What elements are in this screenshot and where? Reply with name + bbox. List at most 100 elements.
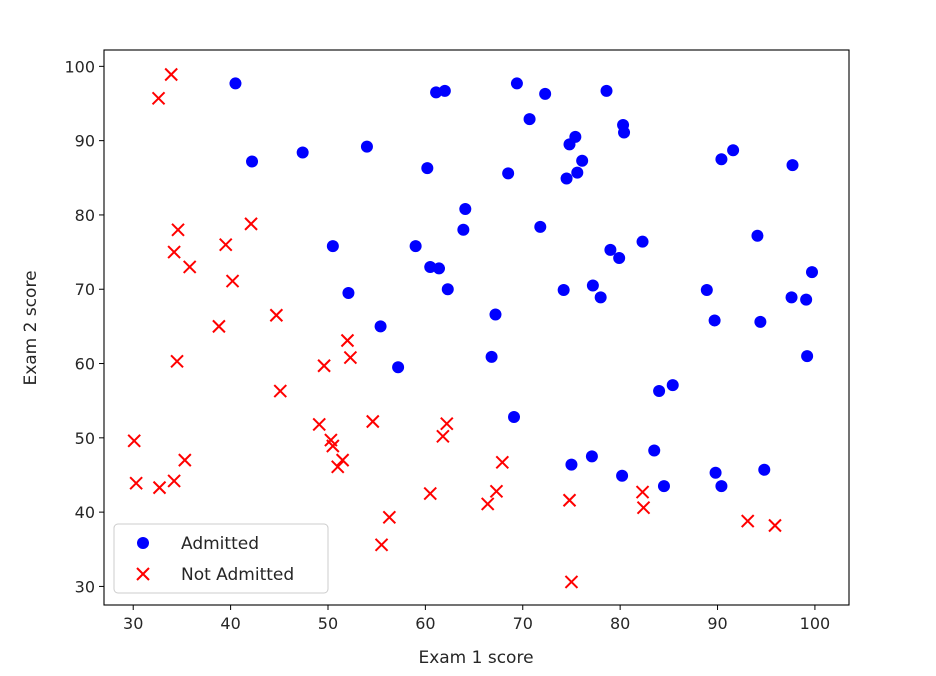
legend-marker-admitted — [137, 537, 149, 549]
admitted-point — [636, 235, 649, 248]
admitted-point — [565, 458, 578, 471]
not-admitted-point — [440, 417, 454, 431]
admitted-point — [557, 283, 570, 296]
not-admitted-point — [436, 429, 450, 444]
admitted-point — [326, 240, 339, 253]
admitted-point — [523, 113, 536, 126]
x-tick-label: 40 — [220, 614, 240, 633]
not-admitted-point — [331, 460, 345, 474]
not-admitted-point — [326, 439, 340, 453]
not-admitted-point — [382, 510, 397, 525]
x-tick-label: 60 — [415, 614, 435, 633]
not-admitted-point — [219, 237, 233, 252]
y-tick-label: 60 — [75, 355, 95, 374]
not-admitted-point — [167, 474, 181, 488]
y-tick-label: 100 — [64, 57, 95, 76]
admitted-point — [576, 154, 589, 167]
admitted-point — [594, 291, 607, 304]
x-tick-label: 90 — [707, 614, 727, 633]
x-axis-ticks: 30 40 50 60 70 80 90 100 — [123, 605, 830, 633]
y-tick-label: 50 — [75, 429, 95, 448]
admitted-point — [507, 411, 520, 424]
x-tick-label: 30 — [123, 614, 143, 633]
not-admitted-point — [151, 91, 166, 106]
not-admitted-point — [366, 414, 380, 429]
not-admitted-point — [495, 455, 510, 470]
admitted-point — [586, 279, 599, 292]
legend: Admitted Not Admitted — [113, 523, 329, 594]
not-admitted-point — [127, 434, 141, 448]
not-admitted-point — [564, 575, 579, 589]
not-admitted-point — [178, 453, 192, 467]
not-admitted-point — [225, 274, 240, 288]
admitted-point — [758, 463, 771, 476]
not-admitted-point — [489, 484, 504, 499]
admitted-point — [709, 466, 722, 479]
y-axis-ticks: 30 40 50 60 70 80 90 100 — [64, 57, 104, 596]
admitted-point — [441, 283, 454, 296]
not-admitted-point — [182, 260, 197, 274]
plot-frame — [103, 49, 850, 606]
not-admitted-point — [562, 493, 577, 507]
admitted-point — [715, 153, 728, 166]
x-axis-label: Exam 1 score — [418, 648, 533, 668]
admitted-point — [457, 223, 470, 236]
admitted-point — [805, 266, 818, 279]
not-admitted-point — [269, 308, 284, 322]
y-axis-label: Exam 2 score — [21, 270, 41, 385]
not-admitted-point — [423, 486, 437, 501]
legend-label-not-admitted: Not Admitted — [181, 565, 294, 585]
admitted-point — [600, 84, 613, 97]
legend-marker-not-admitted — [136, 567, 150, 581]
admitted-point — [510, 77, 523, 90]
not-admitted-point — [212, 319, 226, 334]
y-tick-label: 70 — [75, 280, 95, 299]
not-admitted-point — [374, 538, 389, 552]
not-admitted-point — [312, 417, 326, 432]
admitted-point — [727, 144, 740, 157]
admitted-point — [666, 379, 679, 392]
admitted-point — [438, 84, 451, 97]
y-tick-label: 40 — [75, 503, 95, 522]
admitted-point — [296, 146, 309, 159]
admitted-point — [229, 77, 242, 90]
admitted-point — [648, 444, 661, 457]
admitted-point — [800, 293, 813, 306]
admitted-point — [569, 130, 582, 143]
y-tick-label: 30 — [75, 577, 95, 596]
y-tick-label: 90 — [75, 132, 95, 151]
admitted-point — [585, 450, 598, 463]
admitted-point — [801, 350, 814, 363]
data-points — [127, 67, 818, 589]
not-admitted-point — [343, 350, 358, 365]
not-admitted-point — [768, 518, 782, 533]
not-admitted-point — [170, 354, 184, 369]
admitted-point — [433, 262, 446, 275]
admitted-point — [604, 243, 617, 256]
legend-box — [113, 523, 329, 594]
not-admitted-point — [164, 67, 178, 82]
admitted-point — [421, 162, 434, 175]
admitted-point — [246, 155, 259, 168]
admitted-point — [539, 87, 552, 100]
not-admitted-point — [317, 359, 331, 373]
x-tick-label: 80 — [610, 614, 630, 633]
not-admitted-point — [480, 497, 495, 511]
admitted-point — [360, 140, 373, 153]
not-admitted-point — [152, 480, 167, 495]
admitted-point — [657, 480, 670, 493]
admitted-point — [485, 350, 498, 363]
admitted-point — [459, 202, 472, 215]
not-admitted-point — [171, 223, 185, 237]
x-tick-label: 100 — [800, 614, 831, 633]
admitted-point — [708, 314, 721, 327]
not-admitted-point — [129, 476, 143, 490]
admitted-point — [618, 126, 631, 139]
admitted-point — [785, 291, 798, 304]
admitted-point — [751, 229, 764, 242]
admitted-point — [786, 159, 799, 172]
not-admitted-point — [244, 217, 258, 231]
plot-area — [104, 50, 849, 605]
admitted-point — [342, 286, 355, 299]
